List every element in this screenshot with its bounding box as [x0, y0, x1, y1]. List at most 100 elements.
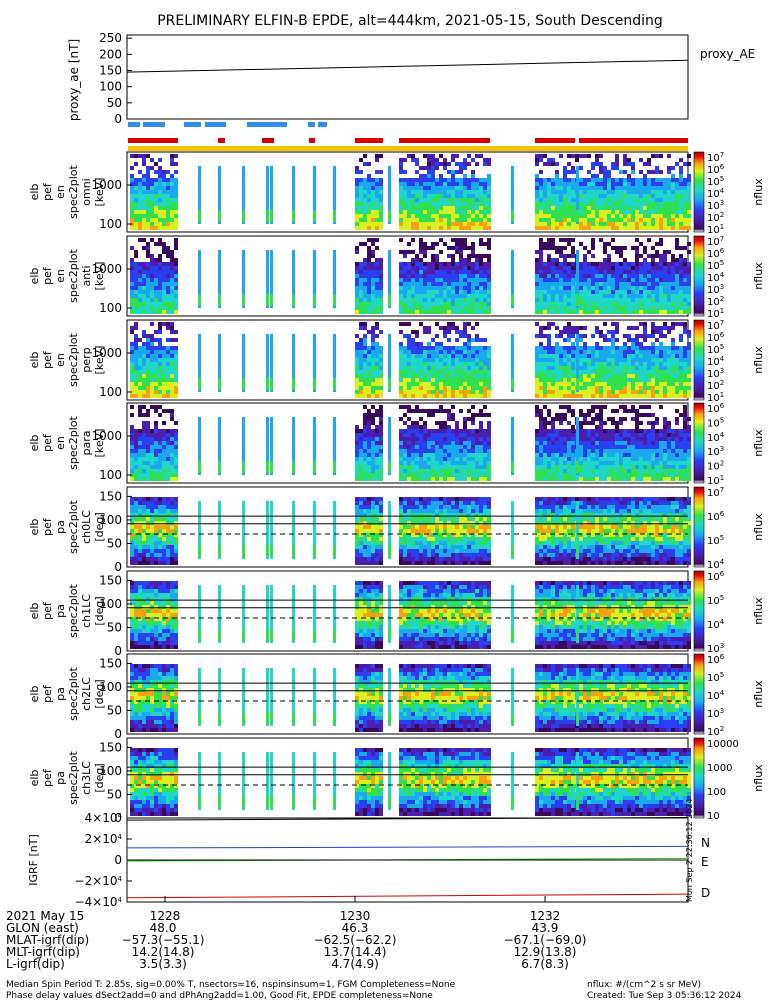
spectrogram-cell — [146, 362, 150, 366]
spectrogram-cell — [427, 445, 431, 449]
spectrogram-cell — [150, 166, 154, 170]
spectrogram-cell — [551, 441, 555, 445]
spectrogram-cell — [539, 449, 543, 453]
spectrogram-cell — [423, 306, 427, 310]
spectrogram-cell — [579, 457, 583, 461]
spectrogram-cell — [371, 449, 375, 453]
spectrogram-cell — [403, 358, 407, 362]
spectrogram-cell — [475, 445, 479, 449]
spectrogram-cell — [595, 306, 599, 310]
spectrogram-cell — [174, 378, 178, 382]
spectrogram-cell — [655, 370, 659, 374]
spectrogram-cell — [459, 202, 463, 206]
spectrogram-cell — [679, 370, 683, 374]
spectrogram-cell — [535, 390, 539, 394]
spectrogram-strip — [218, 334, 221, 392]
spectrogram-cell — [547, 254, 551, 258]
spectrogram-cell — [475, 366, 479, 370]
spectrogram-cell — [623, 382, 627, 386]
spectrogram-cell — [651, 358, 655, 362]
spectrogram-cell — [411, 294, 415, 298]
spectrogram-cell — [130, 382, 134, 386]
spectrogram-cell — [154, 405, 158, 409]
spectrogram-cell — [170, 210, 174, 214]
spectrogram-cell — [555, 202, 559, 206]
spectrogram-cell — [667, 354, 671, 358]
spectrogram-cell — [463, 330, 467, 334]
spectrogram-cell — [427, 298, 431, 302]
spectrogram-cell — [463, 258, 467, 262]
spectrogram-cell — [483, 346, 487, 350]
spectrogram-cell — [359, 282, 363, 286]
panel-ytick-label: 1000 — [91, 178, 122, 192]
spectrogram-cell — [451, 210, 455, 214]
spectrogram-cell — [547, 382, 551, 386]
spectrogram-cell — [158, 437, 162, 441]
spectrogram-cell — [467, 282, 471, 286]
spectrogram-cell — [150, 190, 154, 194]
spectrogram-cell — [655, 366, 659, 370]
spectrogram-cell — [443, 270, 447, 274]
spectrogram-cell — [162, 362, 166, 366]
spectrogram-cell — [471, 370, 475, 374]
spectrogram-cell — [651, 370, 655, 374]
spectrogram-cell — [627, 366, 631, 370]
spectrogram-cell — [671, 390, 675, 394]
spectrogram-cell — [371, 433, 375, 437]
spectrogram-cell — [375, 270, 379, 274]
spectrogram-cell — [150, 206, 154, 210]
spectrogram-cell — [423, 346, 427, 350]
spectrogram-cell — [138, 310, 142, 314]
spectrogram-cell — [355, 346, 359, 350]
spectrogram-cell — [659, 354, 663, 358]
spectrogram-cell — [679, 386, 683, 390]
spectrogram-cell — [423, 441, 427, 445]
spectrogram-cell — [150, 202, 154, 206]
spectrogram-cell — [447, 254, 451, 258]
spectrogram-cell — [403, 441, 407, 445]
spectrogram-cell — [463, 310, 467, 314]
spectrogram-cell — [535, 274, 539, 278]
spectrogram-cell — [447, 302, 451, 306]
spectrogram-cell — [603, 310, 607, 314]
spectrogram-cell — [587, 469, 591, 473]
spectrogram-cell — [174, 302, 178, 306]
spectrogram-strip — [218, 166, 221, 224]
spectrogram-cell — [631, 358, 635, 362]
spectrogram-cell — [367, 417, 371, 421]
spectrogram-cell — [363, 154, 367, 158]
spectrogram-cell — [607, 282, 611, 286]
spectrogram-cell — [427, 246, 431, 250]
spectrogram-cell — [419, 358, 423, 362]
spectrogram-cell — [559, 433, 563, 437]
spectrogram-cell — [411, 250, 415, 254]
spectrogram-cell — [639, 362, 643, 366]
spectrogram-cell — [567, 370, 571, 374]
spectrogram-cell — [599, 278, 603, 282]
spectrogram-cell — [451, 206, 455, 210]
spectrogram-cell — [479, 278, 483, 282]
spectrogram-strip-low — [333, 294, 336, 306]
spectrogram-cell — [683, 206, 687, 210]
panel-ylabel-word: en — [54, 353, 67, 367]
spectrogram-cell — [671, 346, 675, 350]
spectrogram-cell — [571, 473, 575, 477]
spectrogram-cell — [595, 210, 599, 214]
spectrogram-cell — [174, 290, 178, 294]
spectrogram-cell — [431, 386, 435, 390]
spectrogram-cell — [443, 190, 447, 194]
spectrogram-cell — [443, 409, 447, 413]
spectrogram-cell — [563, 330, 567, 334]
spectrogram-cell — [439, 178, 443, 182]
spectrogram-cell — [138, 226, 142, 230]
spectrogram-cell — [687, 162, 691, 166]
spectrogram-cell — [615, 274, 619, 278]
spectrogram-cell — [639, 158, 643, 162]
spectrogram-cell — [142, 390, 146, 394]
proxy-ae-ytick-label: 0 — [114, 112, 122, 126]
spectrogram-cell — [607, 453, 611, 457]
spectrogram-cell — [379, 405, 383, 409]
spectrogram-cell — [659, 170, 663, 174]
spectrogram-cell — [587, 266, 591, 270]
spectrogram-cell — [619, 190, 623, 194]
